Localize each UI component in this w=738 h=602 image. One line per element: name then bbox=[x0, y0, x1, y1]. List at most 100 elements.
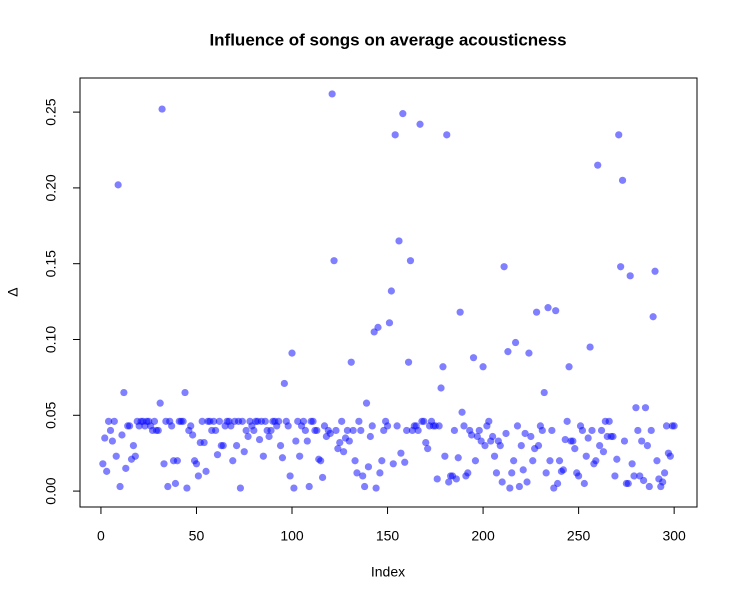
point bbox=[510, 457, 518, 465]
point bbox=[523, 478, 531, 486]
point bbox=[597, 426, 606, 435]
point bbox=[318, 473, 327, 482]
point bbox=[187, 422, 195, 430]
x-axis-label: Index bbox=[371, 564, 405, 580]
point bbox=[404, 358, 413, 366]
point bbox=[670, 422, 678, 430]
point bbox=[164, 482, 172, 491]
point bbox=[586, 343, 594, 351]
point bbox=[645, 482, 653, 491]
point bbox=[301, 426, 309, 435]
point bbox=[639, 476, 648, 485]
point bbox=[416, 120, 424, 128]
point bbox=[126, 422, 134, 430]
point bbox=[641, 404, 650, 412]
point bbox=[563, 417, 571, 425]
point bbox=[372, 484, 380, 492]
point bbox=[355, 417, 363, 425]
point bbox=[317, 457, 325, 465]
x-tick-label: 50 bbox=[189, 528, 205, 544]
point bbox=[578, 426, 587, 435]
y-tick-label: 0.00 bbox=[43, 477, 59, 504]
chart-title: Influence of songs on average acousticne… bbox=[209, 30, 566, 49]
point bbox=[624, 479, 632, 488]
point bbox=[596, 442, 604, 450]
point bbox=[330, 257, 338, 265]
point bbox=[424, 445, 432, 453]
point bbox=[460, 422, 468, 430]
point bbox=[280, 379, 288, 388]
point bbox=[403, 426, 411, 435]
point bbox=[609, 432, 617, 441]
point bbox=[349, 426, 357, 435]
point bbox=[376, 469, 384, 477]
point bbox=[385, 319, 394, 327]
point bbox=[571, 445, 579, 453]
y-tick-label: 0.20 bbox=[43, 174, 59, 201]
point bbox=[120, 388, 128, 397]
point bbox=[110, 417, 118, 425]
point bbox=[439, 363, 447, 371]
point bbox=[391, 131, 399, 139]
point bbox=[112, 452, 120, 460]
point bbox=[131, 452, 139, 460]
point bbox=[353, 469, 361, 477]
point bbox=[479, 363, 487, 371]
point bbox=[395, 237, 403, 245]
x-tick-label: 0 bbox=[97, 528, 105, 544]
point bbox=[359, 472, 367, 480]
point bbox=[422, 438, 430, 447]
point bbox=[555, 457, 564, 465]
point bbox=[420, 417, 428, 425]
point bbox=[296, 452, 304, 460]
point bbox=[275, 417, 283, 425]
point bbox=[154, 426, 162, 435]
point bbox=[532, 308, 541, 316]
point bbox=[233, 442, 241, 450]
point bbox=[278, 454, 287, 462]
y-tick-label: 0.05 bbox=[43, 401, 59, 428]
point bbox=[618, 176, 627, 184]
point bbox=[508, 469, 516, 477]
point bbox=[588, 426, 596, 435]
point bbox=[540, 388, 548, 397]
point bbox=[168, 422, 176, 430]
point bbox=[594, 161, 602, 169]
point bbox=[366, 432, 374, 441]
point bbox=[456, 308, 464, 316]
point bbox=[334, 445, 342, 453]
point bbox=[213, 451, 222, 459]
point bbox=[565, 363, 573, 371]
point bbox=[99, 460, 107, 468]
point bbox=[475, 426, 483, 435]
point bbox=[378, 457, 386, 465]
point bbox=[517, 442, 525, 450]
point bbox=[101, 434, 109, 442]
point bbox=[393, 422, 401, 430]
point bbox=[437, 384, 445, 392]
point bbox=[265, 432, 273, 441]
point bbox=[259, 452, 267, 460]
point bbox=[580, 479, 588, 488]
point bbox=[309, 417, 317, 425]
point bbox=[620, 437, 629, 445]
point bbox=[210, 417, 218, 425]
point bbox=[103, 467, 111, 475]
point bbox=[599, 448, 608, 456]
point bbox=[553, 479, 562, 488]
point bbox=[502, 429, 510, 438]
point bbox=[250, 426, 258, 435]
point bbox=[290, 484, 298, 492]
point bbox=[229, 457, 237, 465]
point bbox=[150, 417, 159, 425]
point bbox=[118, 431, 126, 439]
point bbox=[666, 452, 674, 460]
point bbox=[643, 442, 651, 450]
point bbox=[255, 435, 264, 444]
point bbox=[194, 472, 202, 480]
point bbox=[511, 338, 520, 347]
point bbox=[244, 432, 252, 441]
point bbox=[592, 457, 600, 465]
point bbox=[202, 467, 210, 475]
point bbox=[236, 484, 245, 492]
